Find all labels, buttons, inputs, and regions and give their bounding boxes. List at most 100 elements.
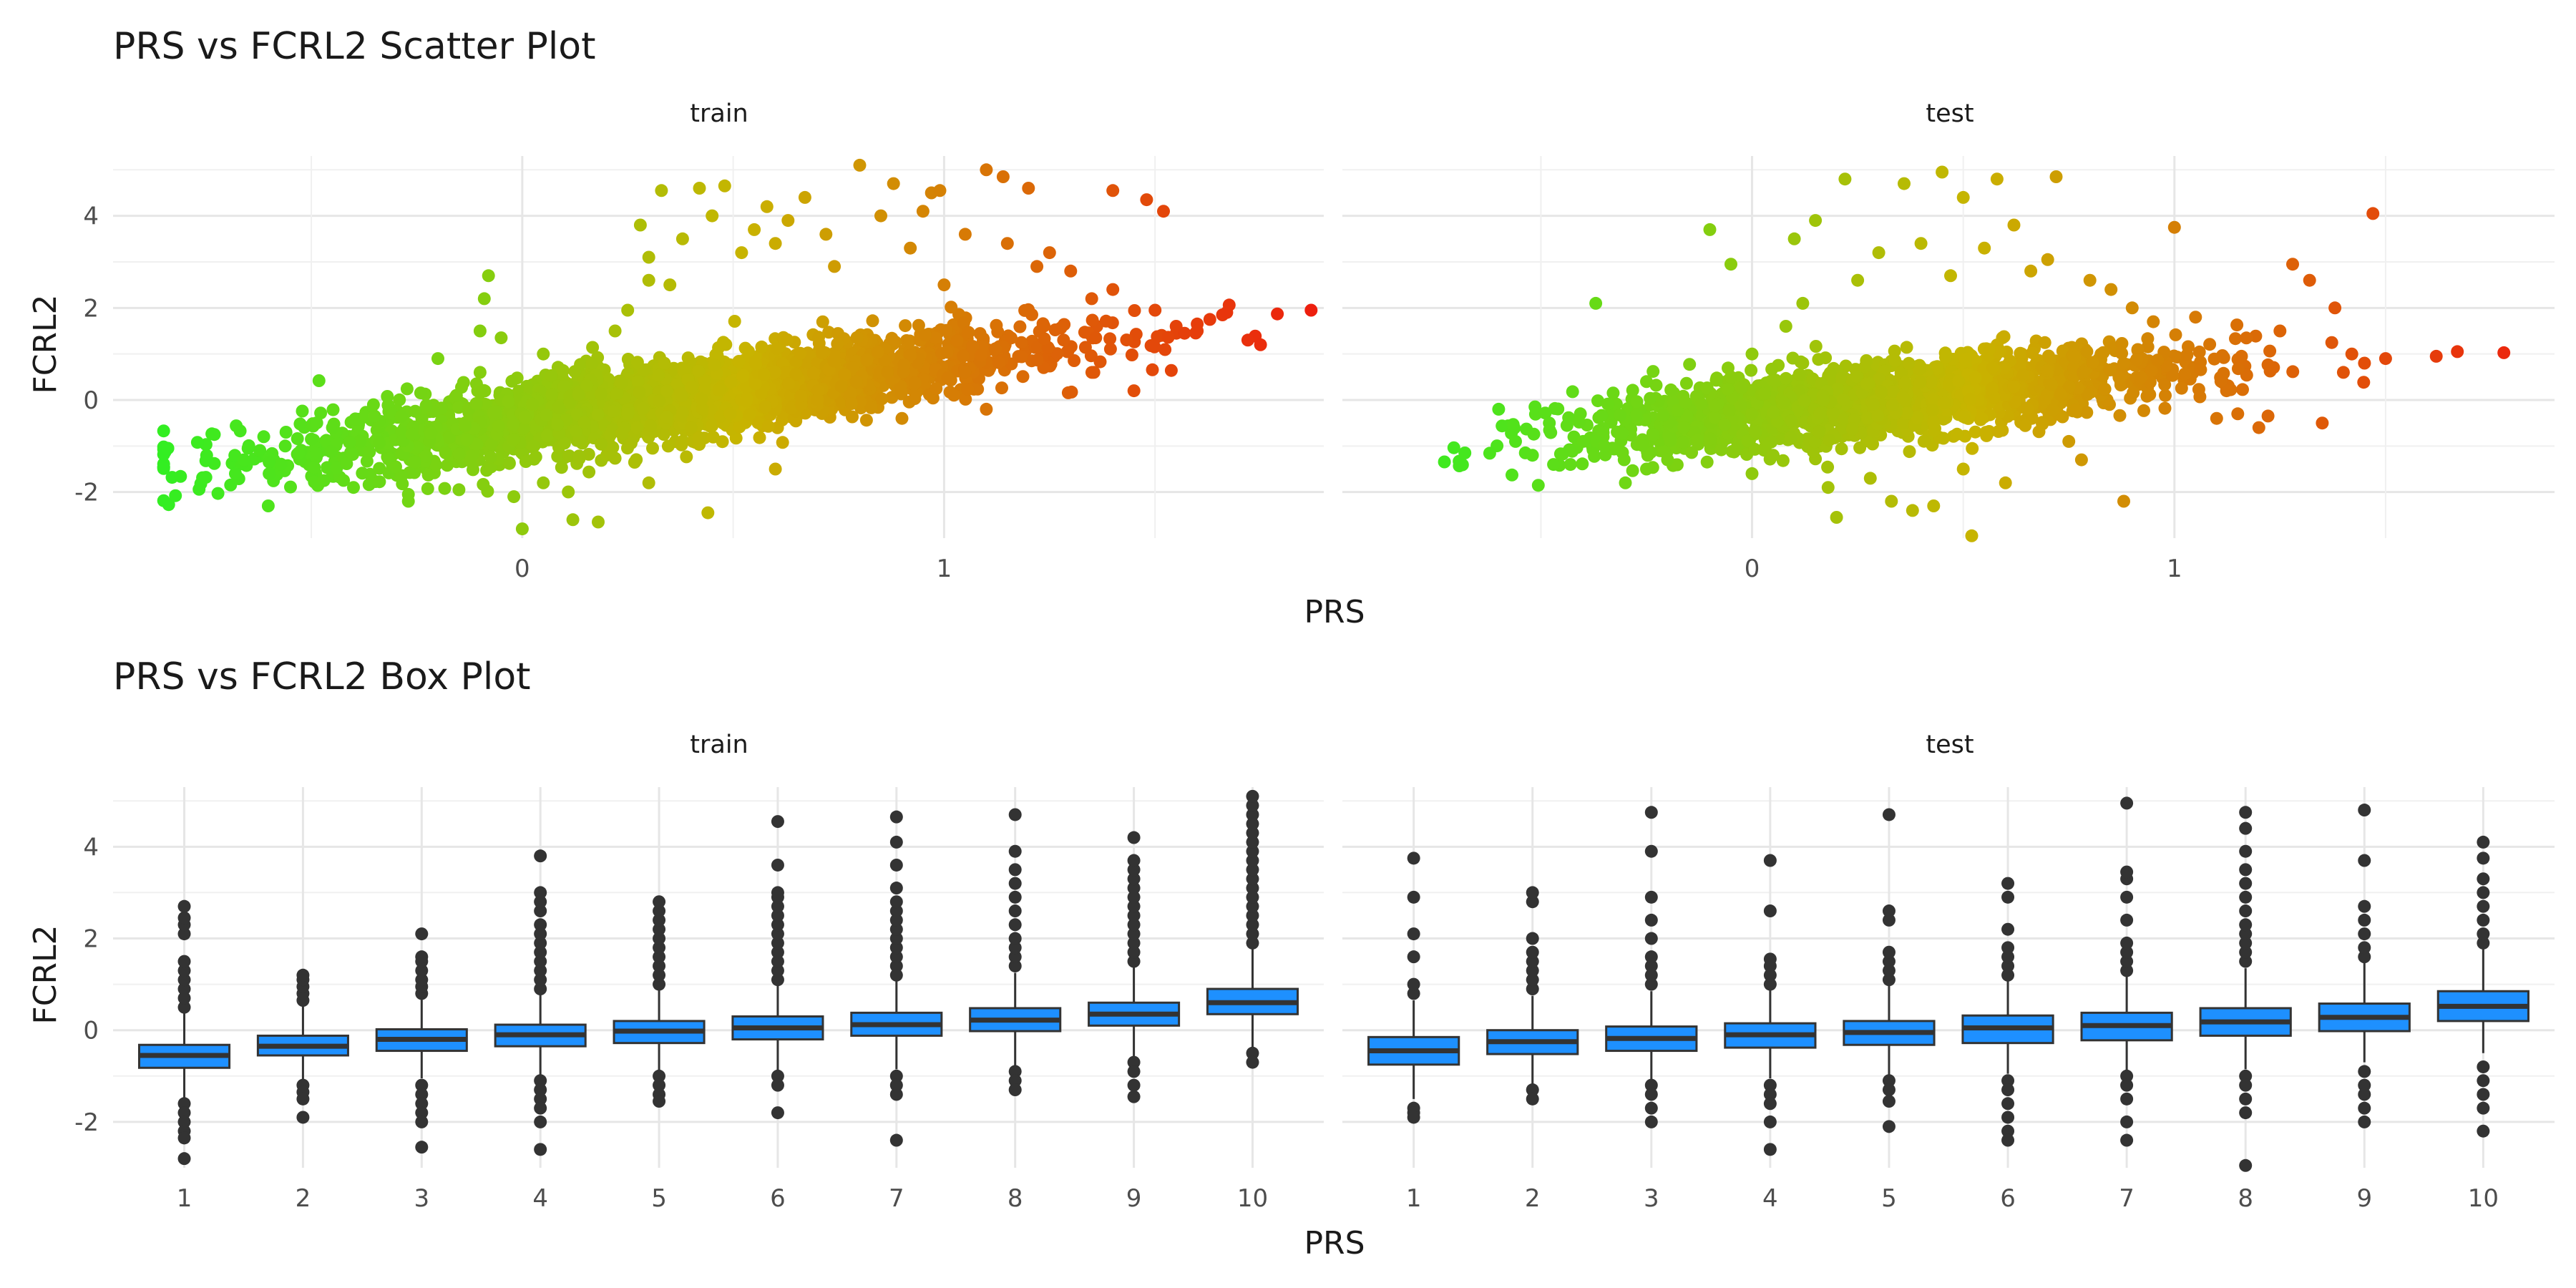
scatter-point: [353, 434, 367, 448]
scatter-point: [945, 301, 958, 314]
box-outlier: [2001, 941, 2015, 955]
scatter-point: [1765, 362, 1779, 376]
scatter-point: [449, 389, 463, 402]
scatter-point: [779, 366, 792, 379]
box-outlier: [1763, 904, 1777, 918]
box-outlier: [1407, 1111, 1420, 1124]
scatter-point: [1867, 397, 1880, 411]
scatter-point: [718, 179, 731, 192]
box-train-x-tick-label: 8: [1008, 1184, 1023, 1213]
scatter-point: [1928, 424, 1941, 437]
scatter-point: [895, 411, 909, 425]
scatter-point: [859, 414, 873, 427]
scatter-point: [320, 434, 333, 447]
scatter-point: [846, 410, 859, 424]
box-outlier: [1008, 863, 1022, 877]
scatter-point: [2286, 258, 2299, 271]
scatter-point: [1453, 459, 1466, 472]
scatter-point: [769, 462, 782, 476]
box-outlier: [1127, 1090, 1141, 1103]
scatter-point: [1064, 264, 1078, 278]
box-outlier: [2477, 1101, 2490, 1115]
box-outlier: [771, 858, 784, 872]
box-outlier: [2001, 1083, 2015, 1097]
scatter-point: [1068, 354, 1081, 367]
scatter-point: [957, 349, 970, 363]
box-train-x-tick-label: 5: [651, 1184, 667, 1213]
box-outlier: [2358, 941, 2371, 955]
scatter-point: [680, 450, 693, 464]
scatter-point: [2038, 336, 2051, 349]
scatter-point: [806, 366, 820, 380]
scatter-point: [1685, 446, 1699, 459]
scatter-point: [421, 482, 434, 495]
scatter-point: [541, 429, 554, 442]
box-outlier: [177, 899, 191, 913]
scatter-point: [1158, 343, 1172, 356]
box-train-x-tick-label: 6: [770, 1184, 786, 1213]
scatter-point: [828, 260, 841, 273]
box-outlier: [1526, 1092, 1539, 1106]
scatter-point: [312, 374, 326, 387]
box-outlier: [1008, 844, 1022, 858]
scatter-point: [881, 365, 894, 379]
scatter-point: [1103, 342, 1117, 356]
box-outlier: [1763, 1097, 1777, 1111]
scatter-point: [1598, 439, 1611, 453]
box-outlier: [1644, 913, 1658, 927]
scatter-point: [995, 381, 1008, 395]
scatter-point: [642, 476, 655, 489]
scatter-point: [701, 506, 715, 519]
scatter-point: [871, 345, 884, 358]
box-outlier: [296, 1111, 310, 1124]
scatter-point: [1458, 447, 1472, 459]
box-outlier: [2001, 1097, 2015, 1111]
box-outlier: [771, 815, 784, 829]
scatter-point: [452, 447, 466, 461]
scatter-point: [1038, 332, 1051, 346]
scatter-point: [582, 465, 596, 479]
scatter-point: [2286, 365, 2300, 379]
scatter-point: [566, 513, 580, 527]
box-outlier: [534, 1101, 547, 1115]
scatter-point: [2069, 403, 2082, 416]
box-outlier: [1644, 950, 1658, 964]
scatter-y-axis-label: FCRL2: [27, 294, 64, 394]
scatter-point: [1576, 457, 1589, 471]
scatter-point: [1951, 427, 1963, 441]
scatter-point: [314, 406, 328, 420]
scatter-point: [625, 436, 638, 450]
scatter-point: [1054, 321, 1068, 335]
scatter-point: [811, 384, 825, 397]
scatter-point: [577, 416, 591, 429]
scatter-point: [408, 455, 421, 469]
scatter-point: [308, 461, 321, 474]
scatter-point: [1543, 416, 1556, 430]
scatter-point: [678, 363, 692, 376]
scatter-point: [1952, 374, 1966, 388]
scatter-point: [2178, 367, 2192, 381]
scatter-point: [2014, 358, 2026, 371]
scatter-x-axis-label: PRS: [1304, 594, 1365, 630]
scatter-point: [637, 401, 650, 415]
scatter-point: [1813, 406, 1827, 420]
scatter-point: [190, 436, 204, 449]
scatter-point: [2046, 404, 2059, 417]
scatter-point: [1875, 385, 1888, 399]
scatter-point: [940, 323, 953, 337]
scatter-point: [1851, 273, 1865, 287]
scatter-point: [1146, 363, 1159, 376]
scatter-point: [1644, 391, 1657, 405]
scatter-point: [2336, 366, 2350, 379]
scatter-point: [2175, 381, 2188, 395]
scatter-point: [157, 494, 170, 507]
scatter-point: [405, 427, 419, 441]
scatter-point: [1626, 464, 1639, 477]
scatter-point: [199, 454, 213, 467]
box-test-x-tick-label: 1: [1406, 1184, 1422, 1213]
box-test-x-tick-label: 7: [2119, 1184, 2135, 1213]
scatter-point: [1161, 331, 1175, 344]
scatter-point: [2007, 218, 2021, 232]
scatter-point: [414, 386, 427, 400]
